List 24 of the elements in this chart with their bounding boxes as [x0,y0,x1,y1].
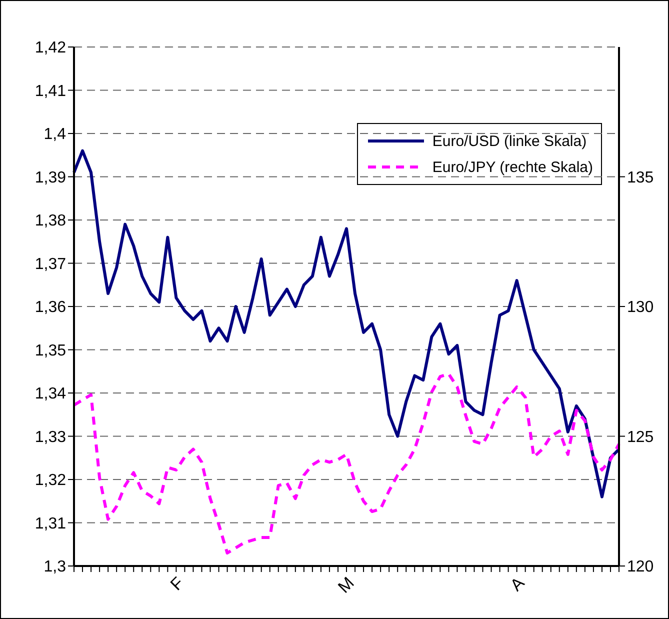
x-tick-label: M [334,573,358,597]
y-tick-label: 1,36 [34,299,66,316]
y2-tick-label: 120 [627,558,654,576]
y-tick-label: 1,34 [34,386,66,403]
legend-label: Euro/USD (linke Skala) [432,132,587,150]
y-tick-label: 1,31 [34,515,66,532]
y-tick-label: 1,4 [44,126,66,144]
line-series [72,372,620,555]
y-tick-label: 1,39 [34,169,66,186]
y2-tick-label: 130 [627,299,654,316]
y-tick-label: 1,32 [34,472,66,490]
legend-label: Euro/JPY (rechte Skala) [432,158,593,176]
y2-tick-label: 125 [627,428,654,446]
y-tick-label: 1,33 [34,428,66,446]
x-tick-label: A [506,572,529,595]
y-tick-label: 1,42 [34,40,66,57]
x-tick-label: F [166,573,188,594]
y2-tick-label: 135 [627,169,654,186]
y-tick-label: 1,41 [34,82,66,100]
y-tick-label: 1,3 [44,558,66,576]
y-tick-label: 1,35 [34,342,66,360]
y-tick-label: 1,37 [34,256,66,273]
line-series [72,149,620,498]
y-tick-label: 1,38 [34,212,66,230]
